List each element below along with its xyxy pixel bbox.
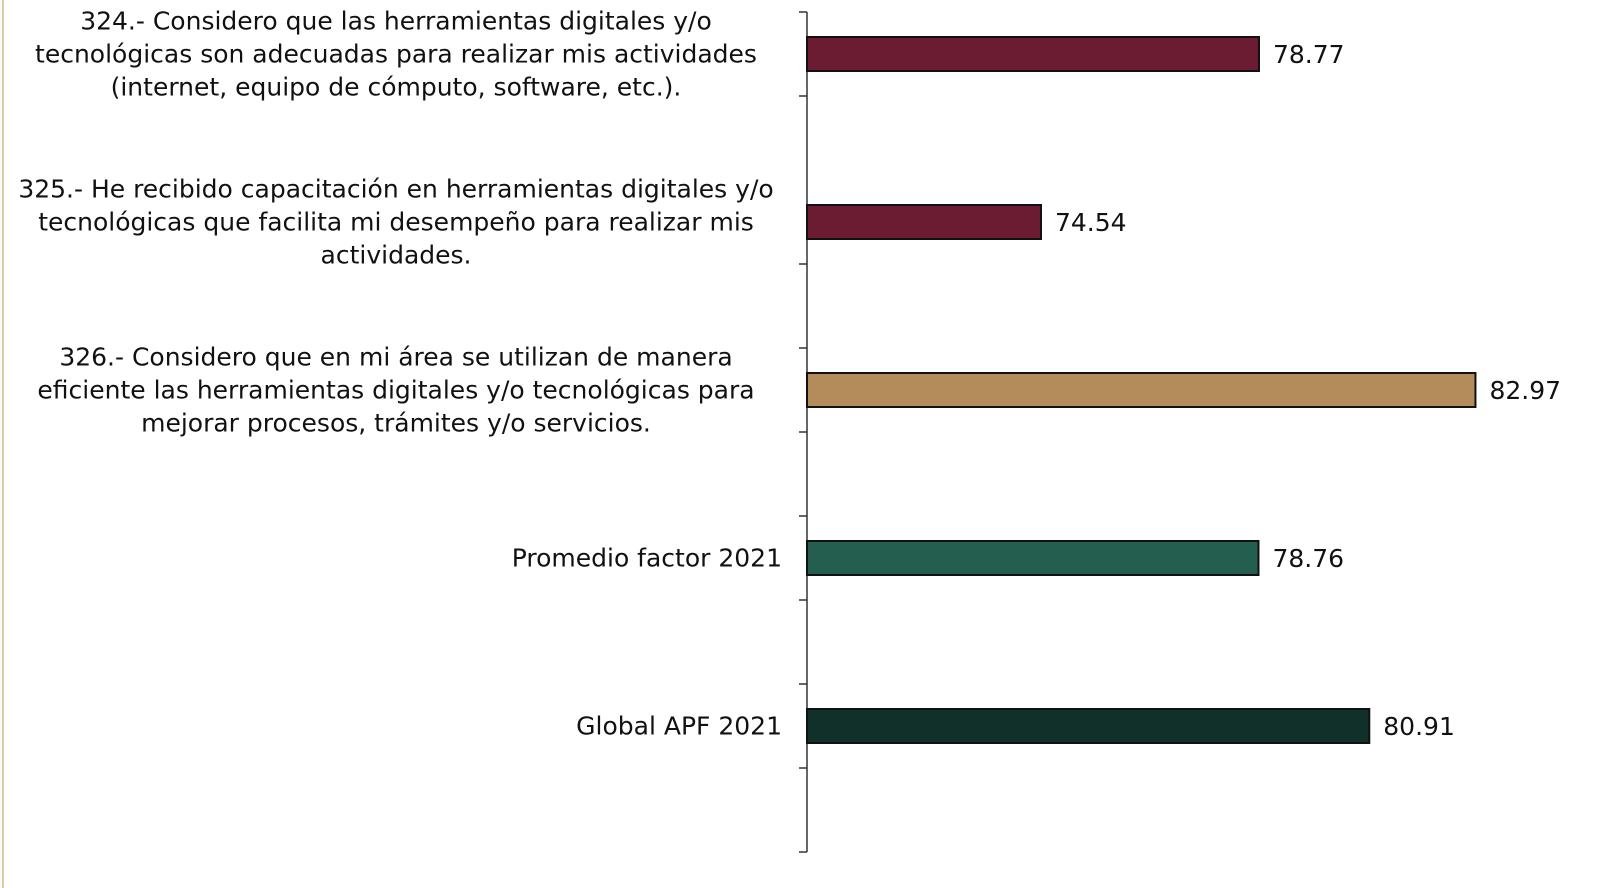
category-label-box: Global APF 2021 — [10, 710, 782, 743]
category-label-box: 324.- Considero que las herramientas dig… — [10, 5, 782, 104]
bar — [806, 540, 1260, 576]
category-label-box: Promedio factor 2021 — [10, 542, 782, 575]
bar — [806, 36, 1260, 72]
bar — [806, 204, 1042, 240]
value-label: 74.54 — [1055, 208, 1127, 237]
category-label: 324.- Considero que las herramientas dig… — [35, 6, 757, 102]
value-label: 78.77 — [1273, 40, 1345, 69]
value-label: 82.97 — [1489, 376, 1561, 405]
value-label: 78.76 — [1272, 544, 1344, 573]
category-label-box: 325.- He recibido capacitación en herram… — [10, 173, 782, 272]
category-label: 325.- He recibido capacitación en herram… — [18, 174, 774, 270]
category-label: Global APF 2021 — [576, 711, 782, 741]
category-label-box: 326.- Considero que en mi área se utiliz… — [10, 341, 782, 440]
category-label: Promedio factor 2021 — [511, 543, 782, 573]
bar — [806, 372, 1477, 408]
value-label: 80.91 — [1383, 712, 1455, 741]
bar — [806, 708, 1371, 744]
category-label: 326.- Considero que en mi área se utiliz… — [37, 342, 755, 438]
